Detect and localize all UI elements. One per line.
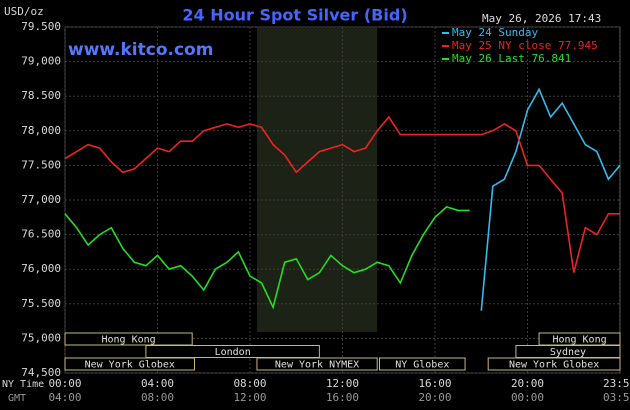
legend-label: May 26 Last 76.841 [452, 52, 571, 65]
x-tick-label: 20:00 [511, 377, 544, 390]
x-tick-label-gmt: 12:00 [233, 391, 266, 404]
y-tick-label: 77.500 [21, 158, 61, 171]
timestamp: May 26, 2026 17:43 [482, 12, 601, 25]
x-tick-label-gmt: 20:00 [418, 391, 451, 404]
session-label: NY Globex [395, 360, 449, 371]
x-tick-label: 23:59 [603, 377, 630, 390]
y-tick-label: 75.500 [21, 297, 61, 310]
y-tick-label: 78.500 [21, 89, 61, 102]
x-row-label: NY Time [2, 379, 44, 390]
legend-label: May 25 NY close 77.945 [452, 39, 598, 52]
series-line [64, 206, 470, 310]
session-label: New York Globex [509, 360, 599, 371]
y-tick-label: 77,000 [21, 193, 61, 206]
session-bar [64, 332, 193, 346]
session-bar [256, 357, 378, 371]
session-label: New York NYMEX [275, 360, 359, 371]
x-tick-label: 04:00 [141, 377, 174, 390]
y-tick-label: 79,000 [21, 55, 61, 68]
y-tick-label: 78,000 [21, 124, 61, 137]
y-tick-label: 74,500 [21, 366, 61, 379]
x-tick-label-gmt: 00:00 [511, 391, 544, 404]
y-tick-label: 76.500 [21, 228, 61, 241]
legend-label: May 24 Sunday [452, 26, 538, 39]
series-line [64, 115, 620, 273]
y-axis-label: USD/oz [4, 5, 44, 18]
session-label: New York Globex [85, 360, 175, 371]
session-bar [64, 357, 195, 371]
session-bar [379, 357, 466, 371]
x-tick-label-gmt: 16:00 [326, 391, 359, 404]
x-row-label: GMT [8, 393, 26, 404]
x-tick-label: 08:00 [233, 377, 266, 390]
x-tick-label: 12:00 [326, 377, 359, 390]
x-tick-label-gmt: 08:00 [141, 391, 174, 404]
market-hours [256, 27, 378, 332]
watermark: www.kitco.com [68, 40, 213, 60]
session-label: Hong Kong [102, 335, 156, 346]
x-tick-label-gmt: 03:59 [603, 391, 630, 404]
y-tick-label: 76,000 [21, 262, 61, 275]
x-tick-label: 16:00 [418, 377, 451, 390]
session-label: Hong Kong [552, 335, 606, 346]
chart-title: 24 Hour Spot Silver (Bid) [182, 6, 407, 25]
series-line [480, 87, 621, 311]
session-bar [145, 345, 320, 358]
session-label: Sydney [550, 347, 586, 358]
session-label: London [215, 347, 251, 358]
x-tick-label: 00:00 [48, 377, 81, 390]
y-tick-label: 79.500 [21, 20, 61, 33]
y-tick-label: 75,000 [21, 331, 61, 344]
session-bar [487, 357, 621, 371]
x-tick-label-gmt: 04:00 [48, 391, 81, 404]
